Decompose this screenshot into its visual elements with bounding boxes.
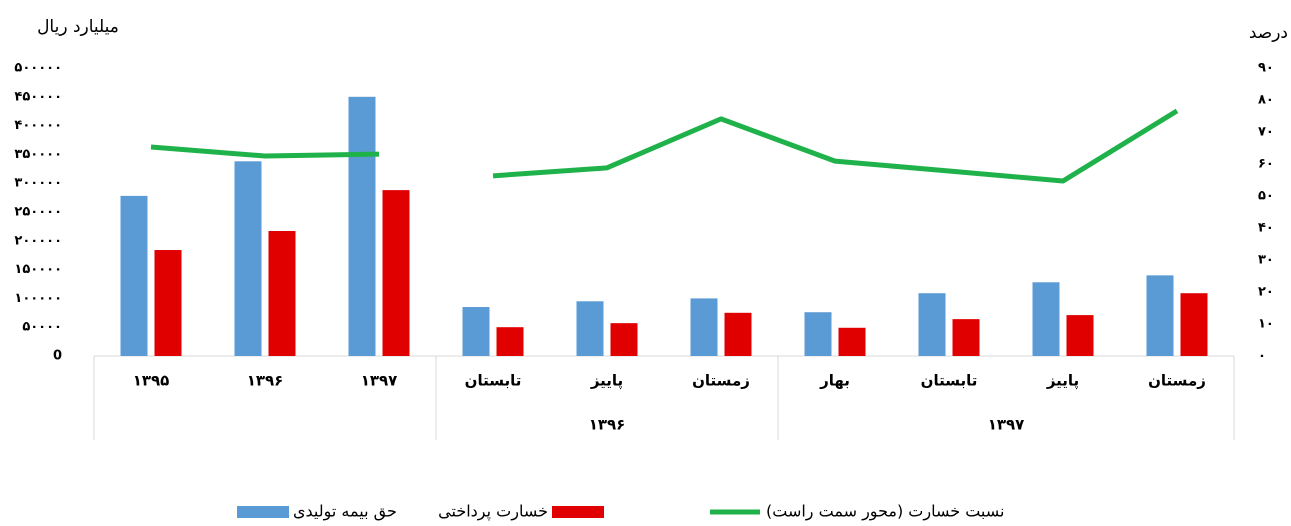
x-tick-label: ۱۳۹۶ bbox=[247, 372, 284, 390]
line bbox=[492, 108, 1179, 184]
bar bbox=[610, 323, 638, 356]
bar bbox=[462, 307, 490, 356]
x-tick-label: زمستان bbox=[1148, 372, 1206, 390]
x-tick-label: تابستان bbox=[921, 372, 978, 390]
y2-tick-label: ۰ bbox=[1258, 349, 1266, 364]
bar bbox=[804, 312, 832, 356]
y2-tick-label: ۵۰ bbox=[1258, 189, 1274, 204]
y2-tick-label: ۸۰ bbox=[1258, 93, 1274, 108]
y2-tick-label: ۶۰ bbox=[1258, 157, 1274, 172]
bar bbox=[1066, 315, 1094, 356]
y-label-box bbox=[8, 6, 148, 42]
bar bbox=[952, 319, 980, 356]
y-tick-label: ۵۰۰۰۰۰ bbox=[14, 61, 62, 76]
bar bbox=[1032, 282, 1060, 356]
y-tick-label: ۱۵۰۰۰۰ bbox=[14, 262, 62, 277]
x-tick-label: زمستان bbox=[692, 372, 750, 390]
y-tick-label: ۲۰۰۰۰۰ bbox=[14, 233, 62, 248]
x-tick-label: ۱۳۹۵ bbox=[133, 372, 170, 390]
bar bbox=[382, 190, 410, 356]
legend-label: نسبت خسارت (محور سمت راست) bbox=[766, 502, 1004, 522]
line bbox=[150, 144, 380, 159]
y-tick-label: ۱۰۰۰۰۰ bbox=[14, 291, 62, 306]
bar bbox=[120, 195, 148, 356]
legend-label: خسارت پرداختی bbox=[438, 502, 548, 522]
y2-tick-label: ۷۰ bbox=[1258, 125, 1274, 140]
bar bbox=[268, 231, 296, 356]
bar bbox=[918, 293, 946, 356]
x-tick-label: پاییز bbox=[590, 372, 623, 391]
x-tick-label: بهار bbox=[819, 372, 850, 390]
y-tick-label: ۴۰۰۰۰۰ bbox=[14, 118, 62, 133]
y-axis-label: میلیارد ریال bbox=[37, 17, 119, 37]
bar bbox=[1146, 275, 1174, 356]
x-tick-label: تابستان bbox=[465, 372, 522, 390]
y2-tick-label: ۴۰ bbox=[1258, 221, 1274, 236]
y-tick-label: ۴۵۰۰۰۰ bbox=[14, 89, 62, 104]
y-tick-label: 0 bbox=[53, 349, 62, 364]
bar bbox=[576, 301, 604, 356]
x-tick-label: پاییز bbox=[1046, 372, 1079, 391]
bar bbox=[348, 96, 376, 357]
bar bbox=[690, 298, 718, 356]
bar bbox=[724, 312, 752, 356]
y2-tick-label: ۳۰ bbox=[1258, 253, 1274, 268]
x-tick-label: ۱۳۹۷ bbox=[361, 372, 398, 390]
y2-tick-label: ۱۰ bbox=[1258, 317, 1274, 332]
y2-axis-label: درصد bbox=[1249, 23, 1288, 43]
y-tick-label: ۳۵۰۰۰۰ bbox=[14, 147, 62, 162]
legend-swatch bbox=[237, 506, 289, 518]
y-tick-label: ۵۰۰۰۰ bbox=[22, 320, 62, 335]
y-tick-label: ۳۰۰۰۰۰ bbox=[14, 176, 62, 191]
bar bbox=[1180, 293, 1208, 356]
legend-label: حق بیمه تولیدی bbox=[293, 502, 397, 522]
bar bbox=[838, 327, 866, 356]
y-tick-label: ۲۵۰۰۰۰ bbox=[14, 205, 62, 220]
bar bbox=[154, 250, 182, 356]
legend-swatch bbox=[552, 506, 604, 518]
group-label: ۱۳۹۶ bbox=[589, 416, 626, 434]
group-label: ۱۳۹۷ bbox=[988, 416, 1025, 434]
bar bbox=[496, 327, 524, 356]
y2-tick-label: ۹۰ bbox=[1258, 61, 1274, 76]
bar bbox=[234, 161, 262, 356]
y2-tick-label: ۲۰ bbox=[1258, 285, 1274, 300]
